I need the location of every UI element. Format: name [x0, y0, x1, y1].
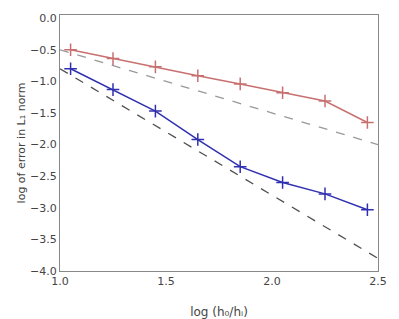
svg-text:−1.0: −1.0 [30, 75, 57, 88]
svg-text:−2.5: −2.5 [30, 170, 57, 183]
svg-text:1.0: 1.0 [51, 275, 69, 288]
svg-text:log (h₀/hᵢ): log (h₀/hᵢ) [190, 305, 248, 319]
svg-text:−1.5: −1.5 [30, 107, 57, 120]
svg-text:−3.5: −3.5 [30, 233, 57, 246]
svg-text:−0.5: −0.5 [30, 44, 57, 57]
svg-text:1.5: 1.5 [157, 275, 175, 288]
svg-text:2.0: 2.0 [263, 275, 281, 288]
svg-text:−4.0: −4.0 [30, 265, 57, 278]
svg-text:2.5: 2.5 [369, 275, 387, 288]
svg-text:0.0: 0.0 [39, 12, 57, 25]
svg-text:−2.0: −2.0 [30, 138, 57, 151]
svg-text:−3.0: −3.0 [30, 202, 57, 215]
svg-text:log of error in L₁ norm: log of error in L₁ norm [15, 83, 28, 204]
